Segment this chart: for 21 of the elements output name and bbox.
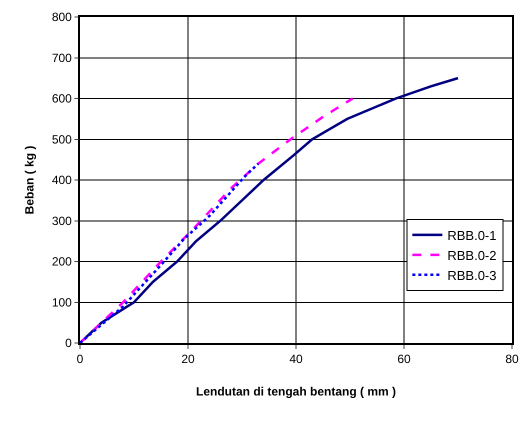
x-tick-label: 40 [289, 352, 303, 366]
line-series [80, 162, 260, 343]
y-tick-label: 200 [52, 254, 72, 269]
legend-label: RBB.0-2 [447, 248, 496, 263]
x-tick-label: 80 [505, 352, 519, 366]
legend-label: RBB.0-1 [447, 228, 496, 243]
y-axis-title: Beban ( kg ) [22, 146, 37, 214]
y-tick-label: 400 [52, 173, 72, 188]
y-tick-label: 800 [52, 10, 72, 24]
x-axis-title: Lendutan di tengah bentang ( mm ) [196, 384, 396, 399]
y-tick-label: 0 [65, 336, 72, 350]
legend-label: RBB.0-3 [447, 268, 496, 283]
y-tick-label: 500 [52, 132, 72, 146]
y-tick-label: 300 [52, 214, 72, 228]
line-series [80, 97, 354, 343]
y-tick-label: 600 [52, 92, 72, 106]
x-tick-label: 20 [181, 352, 195, 366]
y-tick-label: 100 [52, 295, 72, 310]
x-tick-label: 0 [76, 352, 84, 366]
x-tick-label: 60 [397, 352, 411, 366]
y-tick-label: 700 [52, 50, 72, 65]
